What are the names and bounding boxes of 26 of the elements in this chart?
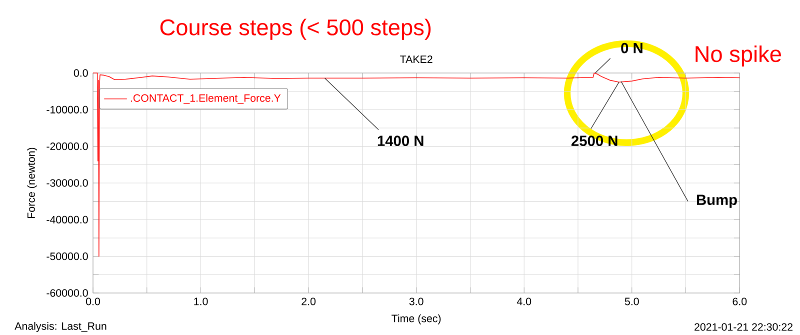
x-tick-label: 4.0 (516, 298, 532, 306)
text: No spike (696, 45, 781, 67)
y-tick-label: -20000.0 (46, 142, 88, 150)
y-tick-label: -50000.0 (46, 252, 88, 260)
x-tick-label: 5.0 (624, 298, 639, 306)
legend-label: .CONTACT_1.Element_Force.Y (130, 94, 281, 104)
y-tick-label: -40000.0 (46, 216, 88, 224)
y-tick-label: -30000.0 (46, 179, 88, 187)
text: Course steps (< 500 steps) (160, 18, 431, 40)
annotation: Bump (696, 194, 737, 208)
y-tick-label: 0.0 (74, 69, 88, 77)
x-axis-title: Time (sec) (392, 314, 441, 324)
x-tick-label: 6.0 (732, 298, 747, 306)
y-tick-label: -60000.0 (46, 289, 88, 297)
chart-title: TAKE2 (400, 56, 432, 63)
text: 2021-01-21 22:30:22 (694, 323, 792, 331)
annotation: 1400 N (378, 136, 424, 146)
x-tick-label: 0.0 (86, 298, 100, 306)
x-tick-label: 2.0 (302, 298, 316, 306)
x-tick-label: 1.0 (194, 298, 208, 306)
y-axis-title: Force (newton) (27, 148, 38, 218)
text: Analysis: Last_Run (14, 322, 106, 332)
line-series (92, 72, 740, 257)
annotation: 2500 N (571, 136, 618, 146)
x-tick-label: 3.0 (409, 298, 424, 306)
y-tick-label: -10000.0 (46, 106, 88, 114)
